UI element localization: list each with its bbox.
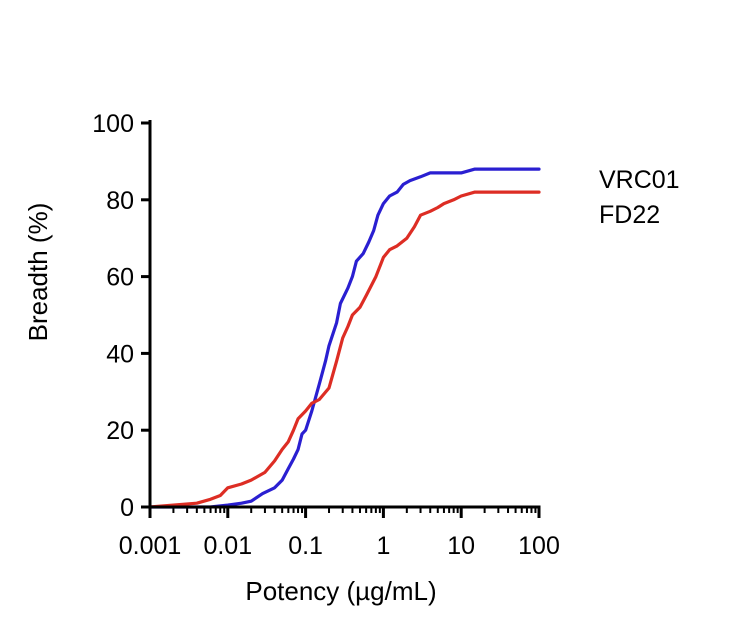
x-tick-label: 0.1 bbox=[288, 532, 323, 560]
series-line-fd22 bbox=[148, 190, 541, 509]
y-tick-label: 60 bbox=[106, 264, 134, 292]
x-tick-label: 0.001 bbox=[119, 532, 182, 560]
series-line-vrc01 bbox=[148, 167, 541, 509]
y-tick-label: 100 bbox=[92, 110, 134, 138]
y-tick-label: 40 bbox=[106, 340, 134, 368]
x-tick-label: 10 bbox=[447, 532, 475, 560]
y-tick-label: 20 bbox=[106, 417, 134, 445]
legend-label-vrc01: VRC01 bbox=[599, 166, 680, 194]
y-tick-label: 80 bbox=[106, 187, 134, 215]
y-axis-label: Breadth (%) bbox=[23, 203, 53, 342]
x-tick-label: 100 bbox=[518, 532, 560, 560]
legend-label-fd22: FD22 bbox=[599, 201, 660, 229]
x-axis-label: Potency (µg/mL) bbox=[245, 576, 436, 606]
y-tick-label: 0 bbox=[120, 494, 134, 522]
x-tick-label: 0.01 bbox=[203, 532, 252, 560]
x-tick-label: 1 bbox=[376, 532, 390, 560]
